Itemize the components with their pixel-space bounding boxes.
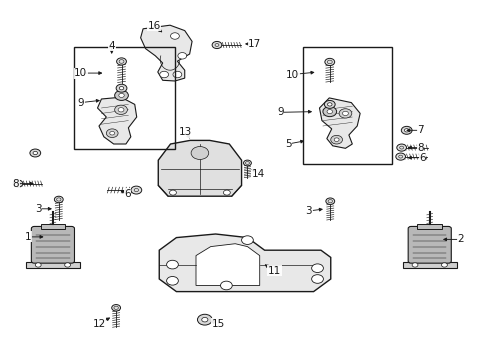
Circle shape bbox=[116, 84, 127, 92]
Circle shape bbox=[244, 160, 251, 166]
Circle shape bbox=[404, 129, 409, 132]
FancyBboxPatch shape bbox=[31, 226, 74, 263]
Text: 6: 6 bbox=[419, 153, 426, 163]
Text: 10: 10 bbox=[286, 69, 299, 80]
Circle shape bbox=[171, 33, 179, 39]
Circle shape bbox=[312, 275, 323, 283]
Bar bbox=[74, 47, 175, 149]
Bar bbox=[41, 224, 65, 229]
Circle shape bbox=[202, 318, 208, 322]
Circle shape bbox=[110, 131, 115, 135]
Text: 14: 14 bbox=[252, 168, 266, 179]
Circle shape bbox=[119, 93, 124, 98]
Text: 1: 1 bbox=[25, 232, 32, 242]
FancyBboxPatch shape bbox=[408, 226, 451, 263]
Text: 3: 3 bbox=[305, 206, 312, 216]
Circle shape bbox=[327, 109, 333, 114]
Circle shape bbox=[13, 180, 23, 187]
Circle shape bbox=[191, 147, 209, 159]
Text: 15: 15 bbox=[211, 319, 225, 329]
Circle shape bbox=[396, 153, 406, 160]
Circle shape bbox=[119, 86, 124, 90]
Circle shape bbox=[326, 198, 335, 204]
Circle shape bbox=[167, 260, 178, 269]
Text: 7: 7 bbox=[417, 125, 424, 135]
Circle shape bbox=[30, 149, 41, 157]
Polygon shape bbox=[196, 244, 260, 285]
Circle shape bbox=[441, 263, 447, 267]
Text: 4: 4 bbox=[108, 41, 115, 51]
Circle shape bbox=[212, 41, 222, 49]
Circle shape bbox=[160, 71, 169, 78]
Text: 8: 8 bbox=[417, 143, 424, 153]
Text: 3: 3 bbox=[35, 204, 42, 214]
Bar bbox=[403, 262, 457, 268]
Circle shape bbox=[397, 144, 407, 151]
Text: 11: 11 bbox=[268, 266, 281, 276]
Bar bbox=[303, 47, 392, 164]
Circle shape bbox=[343, 111, 348, 116]
Circle shape bbox=[412, 263, 418, 267]
Text: 8: 8 bbox=[12, 179, 19, 189]
Text: 13: 13 bbox=[178, 127, 192, 138]
Circle shape bbox=[324, 100, 335, 108]
Text: 16: 16 bbox=[147, 21, 161, 31]
Circle shape bbox=[312, 264, 323, 273]
Circle shape bbox=[331, 135, 343, 144]
Circle shape bbox=[334, 138, 339, 141]
Text: 9: 9 bbox=[277, 107, 284, 117]
Text: 6: 6 bbox=[124, 189, 131, 199]
Circle shape bbox=[401, 126, 412, 134]
Circle shape bbox=[112, 305, 121, 311]
Polygon shape bbox=[159, 234, 331, 292]
Circle shape bbox=[35, 263, 41, 267]
Text: 17: 17 bbox=[248, 39, 262, 49]
Circle shape bbox=[167, 276, 178, 285]
Circle shape bbox=[118, 108, 124, 112]
Circle shape bbox=[173, 71, 182, 78]
Text: 12: 12 bbox=[92, 319, 106, 329]
Circle shape bbox=[220, 281, 232, 290]
Text: 10: 10 bbox=[74, 68, 87, 78]
Circle shape bbox=[242, 236, 253, 244]
Circle shape bbox=[117, 58, 126, 65]
Circle shape bbox=[115, 105, 127, 114]
Circle shape bbox=[339, 109, 352, 118]
Polygon shape bbox=[98, 97, 137, 144]
Polygon shape bbox=[319, 98, 360, 148]
Bar bbox=[417, 224, 442, 229]
Circle shape bbox=[223, 190, 230, 195]
Text: 2: 2 bbox=[457, 234, 464, 244]
Circle shape bbox=[106, 129, 118, 138]
Circle shape bbox=[131, 186, 142, 194]
Text: 9: 9 bbox=[77, 98, 84, 108]
Circle shape bbox=[323, 107, 337, 117]
Circle shape bbox=[170, 190, 176, 195]
Circle shape bbox=[33, 151, 38, 155]
Polygon shape bbox=[141, 25, 192, 81]
Bar bbox=[26, 262, 80, 268]
Circle shape bbox=[327, 103, 332, 106]
Circle shape bbox=[54, 196, 63, 203]
Circle shape bbox=[178, 53, 187, 59]
Circle shape bbox=[325, 58, 335, 66]
Text: 5: 5 bbox=[285, 139, 292, 149]
Circle shape bbox=[65, 263, 71, 267]
Circle shape bbox=[115, 90, 128, 100]
Polygon shape bbox=[158, 140, 242, 196]
Circle shape bbox=[197, 314, 212, 325]
